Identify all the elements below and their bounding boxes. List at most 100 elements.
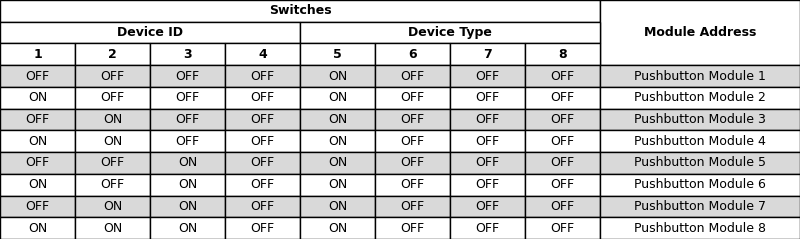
- Text: ON: ON: [178, 200, 197, 213]
- Bar: [0, 0, 600, 22]
- Text: OFF: OFF: [475, 91, 499, 104]
- Bar: [450, 43, 525, 65]
- Bar: [225, 87, 300, 109]
- Text: Pushbutton Module 1: Pushbutton Module 1: [634, 70, 766, 82]
- Bar: [600, 0, 800, 65]
- Bar: [150, 87, 225, 109]
- Bar: [525, 65, 600, 87]
- Bar: [225, 152, 300, 174]
- Bar: [600, 87, 800, 109]
- Bar: [375, 130, 450, 152]
- Bar: [150, 196, 225, 217]
- Text: ON: ON: [328, 200, 347, 213]
- Bar: [150, 152, 225, 174]
- Bar: [225, 196, 300, 217]
- Bar: [0, 22, 300, 43]
- Text: Pushbutton Module 4: Pushbutton Module 4: [634, 135, 766, 148]
- Text: ON: ON: [328, 157, 347, 169]
- Text: ON: ON: [103, 222, 122, 235]
- Bar: [300, 152, 375, 174]
- Text: ON: ON: [28, 135, 47, 148]
- Text: ON: ON: [103, 135, 122, 148]
- Text: ON: ON: [103, 113, 122, 126]
- Text: Device ID: Device ID: [117, 26, 183, 39]
- Text: Switches: Switches: [269, 4, 331, 17]
- Bar: [225, 174, 300, 196]
- Text: OFF: OFF: [175, 135, 199, 148]
- Text: OFF: OFF: [101, 91, 125, 104]
- Text: 4: 4: [258, 48, 267, 61]
- Bar: [600, 109, 800, 130]
- Text: OFF: OFF: [401, 200, 425, 213]
- Text: OFF: OFF: [401, 178, 425, 191]
- Text: 8: 8: [558, 48, 567, 61]
- Bar: [150, 109, 225, 130]
- Text: OFF: OFF: [475, 113, 499, 126]
- Bar: [300, 196, 375, 217]
- Text: Pushbutton Module 5: Pushbutton Module 5: [634, 157, 766, 169]
- Text: 1: 1: [33, 48, 42, 61]
- Text: ON: ON: [328, 222, 347, 235]
- Text: OFF: OFF: [26, 70, 50, 82]
- Bar: [225, 217, 300, 239]
- Text: ON: ON: [103, 200, 122, 213]
- Bar: [525, 87, 600, 109]
- Text: OFF: OFF: [401, 70, 425, 82]
- Bar: [300, 22, 600, 43]
- Text: OFF: OFF: [26, 113, 50, 126]
- Bar: [150, 174, 225, 196]
- Text: OFF: OFF: [175, 113, 199, 126]
- Bar: [375, 196, 450, 217]
- Bar: [600, 152, 800, 174]
- Bar: [75, 65, 150, 87]
- Bar: [150, 65, 225, 87]
- Bar: [150, 130, 225, 152]
- Bar: [75, 174, 150, 196]
- Text: OFF: OFF: [101, 157, 125, 169]
- Text: OFF: OFF: [401, 222, 425, 235]
- Bar: [450, 65, 525, 87]
- Text: OFF: OFF: [250, 113, 274, 126]
- Bar: [450, 152, 525, 174]
- Bar: [600, 130, 800, 152]
- Text: ON: ON: [328, 178, 347, 191]
- Text: OFF: OFF: [250, 222, 274, 235]
- Bar: [0, 43, 75, 65]
- Text: Pushbutton Module 3: Pushbutton Module 3: [634, 113, 766, 126]
- Bar: [600, 65, 800, 87]
- Text: 2: 2: [108, 48, 117, 61]
- Text: OFF: OFF: [250, 135, 274, 148]
- Text: Module Address: Module Address: [644, 26, 756, 39]
- Text: OFF: OFF: [401, 113, 425, 126]
- Text: OFF: OFF: [475, 157, 499, 169]
- Text: Pushbutton Module 2: Pushbutton Module 2: [634, 91, 766, 104]
- Bar: [450, 87, 525, 109]
- Text: ON: ON: [178, 157, 197, 169]
- Text: OFF: OFF: [550, 113, 574, 126]
- Bar: [0, 87, 75, 109]
- Bar: [375, 65, 450, 87]
- Bar: [525, 217, 600, 239]
- Text: ON: ON: [328, 91, 347, 104]
- Bar: [300, 87, 375, 109]
- Bar: [600, 217, 800, 239]
- Text: OFF: OFF: [101, 178, 125, 191]
- Text: OFF: OFF: [26, 157, 50, 169]
- Bar: [450, 217, 525, 239]
- Bar: [0, 196, 75, 217]
- Bar: [375, 217, 450, 239]
- Bar: [300, 130, 375, 152]
- Bar: [75, 152, 150, 174]
- Bar: [375, 152, 450, 174]
- Text: ON: ON: [328, 113, 347, 126]
- Bar: [0, 109, 75, 130]
- Text: OFF: OFF: [401, 91, 425, 104]
- Text: OFF: OFF: [250, 178, 274, 191]
- Bar: [450, 196, 525, 217]
- Bar: [300, 65, 375, 87]
- Bar: [450, 174, 525, 196]
- Text: OFF: OFF: [475, 178, 499, 191]
- Text: OFF: OFF: [175, 70, 199, 82]
- Bar: [300, 174, 375, 196]
- Text: Pushbutton Module 8: Pushbutton Module 8: [634, 222, 766, 235]
